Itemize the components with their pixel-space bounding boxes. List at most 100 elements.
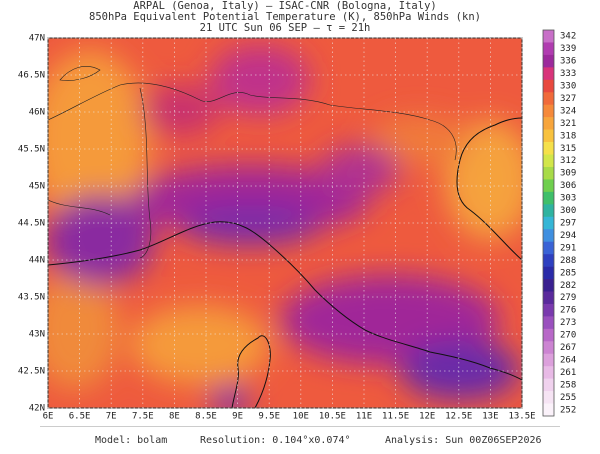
lat-tick-label: 46N bbox=[29, 108, 45, 118]
lat-tick-label: 45N bbox=[29, 182, 45, 192]
lon-tick-label: 10E bbox=[293, 412, 309, 422]
colorbar-label: 258 bbox=[560, 380, 576, 390]
colorbar-swatch bbox=[543, 229, 554, 242]
header-line: ARPAL (Genoa, Italy) — ISAC-CNR (Bologna… bbox=[133, 0, 436, 12]
colorbar-label: 327 bbox=[560, 94, 576, 104]
colorbar-swatch bbox=[543, 241, 554, 255]
colorbar-label: 273 bbox=[560, 318, 576, 328]
lon-tick-label: 12.5E bbox=[445, 412, 472, 422]
colorbar-swatch bbox=[543, 328, 554, 342]
colorbar-label: 306 bbox=[560, 181, 576, 191]
colorbar-label: 276 bbox=[560, 306, 576, 316]
footer-model: Model: bolam bbox=[95, 435, 167, 446]
border bbox=[48, 82, 457, 259]
colorbar-swatch bbox=[543, 129, 554, 143]
colorbar-label: 300 bbox=[560, 206, 576, 216]
colorbar-label: 342 bbox=[560, 32, 576, 42]
colorbar-swatch bbox=[543, 303, 554, 317]
colorbar-label: 303 bbox=[560, 194, 576, 204]
colorbar-label: 297 bbox=[560, 219, 576, 229]
colorbar-swatch bbox=[543, 79, 554, 93]
coastline bbox=[48, 221, 522, 381]
colorbar-label: 285 bbox=[560, 268, 576, 278]
lat-tick-label: 42N bbox=[29, 404, 45, 414]
colorbar-swatch bbox=[543, 179, 554, 193]
colorbar-label: 312 bbox=[560, 156, 576, 166]
footer-analysis: Analysis: Sun 00Z06SEP2026 bbox=[385, 435, 542, 446]
lon-tick-label: 8.5E bbox=[195, 412, 217, 422]
lat-tick-label: 43.5N bbox=[18, 293, 45, 303]
colorbar-swatch bbox=[543, 291, 554, 305]
colorbar-frame bbox=[542, 29, 555, 417]
colorbar-swatch bbox=[543, 92, 554, 106]
colorbar-label: 267 bbox=[560, 343, 576, 353]
lon-tick-label: 13.5E bbox=[508, 412, 535, 422]
colorbar-label: 315 bbox=[560, 144, 576, 154]
coastline bbox=[231, 335, 271, 408]
colorbar-swatch bbox=[543, 279, 554, 292]
colorbar-label: 270 bbox=[560, 331, 576, 341]
lat-tick-label: 42.5N bbox=[18, 367, 45, 377]
colorbar-label: 321 bbox=[560, 119, 576, 129]
header-line: 850hPa Equivalent Potential Temperature … bbox=[89, 11, 481, 23]
header-line: 21 UTC Sun 06 SEP — τ = 21h bbox=[200, 22, 371, 34]
lat-tick-label: 45.5N bbox=[18, 145, 45, 155]
colorbar-swatch bbox=[543, 30, 554, 43]
colorbar-swatch bbox=[543, 378, 554, 392]
colorbar-swatch bbox=[543, 266, 554, 280]
lon-tick-label: 12E bbox=[419, 412, 435, 422]
colorbar-label: 252 bbox=[560, 405, 576, 415]
lon-tick-label: 6E bbox=[43, 412, 54, 422]
lat-tick-label: 44.5N bbox=[18, 219, 45, 229]
colorbar-swatch bbox=[543, 254, 554, 267]
lat-tick-label: 43N bbox=[29, 330, 45, 340]
colorbar-label: 288 bbox=[560, 256, 576, 266]
coastline bbox=[456, 117, 522, 261]
lon-tick-label: 9E bbox=[232, 412, 243, 422]
colorbar-swatch bbox=[543, 204, 554, 218]
lat-tick-label: 46.5N bbox=[18, 71, 45, 81]
footer-resolution: Resolution: 0.104°x0.074° bbox=[200, 435, 351, 446]
colorbar-label: 309 bbox=[560, 169, 576, 179]
colorbar-label: 279 bbox=[560, 293, 576, 303]
footer-rule bbox=[40, 426, 560, 427]
field bbox=[48, 38, 522, 408]
colorbar-swatch bbox=[543, 391, 554, 404]
lon-tick-label: 6.5E bbox=[69, 412, 91, 422]
lon-tick-label: 7E bbox=[106, 412, 117, 422]
colorbar-label: 294 bbox=[560, 231, 576, 241]
colorbar-label: 291 bbox=[560, 243, 576, 253]
colorbar-swatch bbox=[543, 316, 554, 330]
colorbar-swatch bbox=[543, 154, 554, 168]
lon-tick-label: 13E bbox=[482, 412, 498, 422]
lon-tick-label: 10.5E bbox=[319, 412, 346, 422]
colorbar-swatch bbox=[543, 142, 554, 155]
colorbar-label: 339 bbox=[560, 44, 576, 54]
colorbar-label: 333 bbox=[560, 69, 576, 79]
lon-tick-label: 11.5E bbox=[382, 412, 409, 422]
colorbar-label: 255 bbox=[560, 393, 576, 403]
colorbar-swatch bbox=[543, 366, 554, 379]
colorbar-swatch bbox=[543, 166, 554, 180]
lon-tick-label: 8E bbox=[169, 412, 180, 422]
colorbar-label: 261 bbox=[560, 368, 576, 378]
colorbar-swatch bbox=[543, 67, 554, 81]
lon-tick-label: 11E bbox=[356, 412, 372, 422]
lat-tick-label: 47N bbox=[29, 34, 45, 44]
colorbar-label: 318 bbox=[560, 131, 576, 141]
colorbar-swatch bbox=[543, 54, 554, 68]
lon-tick-label: 9.5E bbox=[258, 412, 280, 422]
lon-tick-label: 7.5E bbox=[132, 412, 154, 422]
field-shading bbox=[48, 45, 522, 408]
colorbar-swatch bbox=[543, 191, 554, 205]
colorbar-label: 330 bbox=[560, 82, 576, 92]
colorbar-label: 264 bbox=[560, 355, 576, 365]
colorbar-swatch bbox=[543, 341, 554, 355]
colorbar-label: 324 bbox=[560, 106, 576, 116]
border bbox=[59, 66, 101, 81]
colorbar-label: 336 bbox=[560, 57, 576, 67]
colorbar-swatch bbox=[543, 42, 554, 56]
colorbar-swatch bbox=[543, 117, 554, 130]
